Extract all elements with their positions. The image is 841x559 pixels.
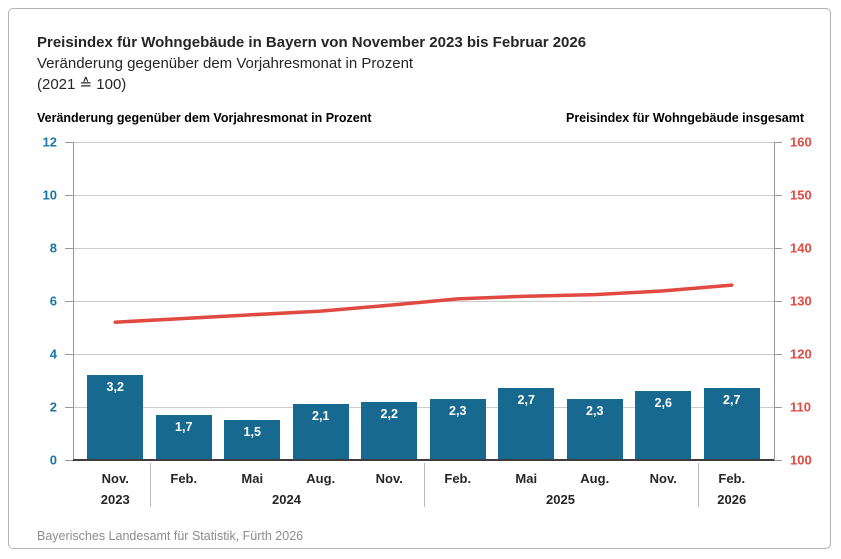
x-axis-month-label: Feb. [170,471,198,486]
bar-value-label: 2,1 [312,409,330,424]
bar [292,404,349,460]
header-block: Preisindex für Wohngebäude in Bayern von… [37,32,586,95]
bar-value-label: 2,3 [586,404,604,419]
base-note: (2021 ≙ 100) [37,76,127,93]
page-title: Preisindex für Wohngebäude in Bayern von… [37,34,587,51]
bar [566,399,623,460]
bar-value-label: 2,7 [723,393,741,408]
x-axis-month-label: Aug. [306,471,336,486]
x-axis-month-label: Feb. [718,471,746,486]
left-axis-line [73,142,74,460]
gridline [73,248,774,249]
right-axis-tick-label: 120 [790,346,812,362]
bar-value-label: 2,3 [449,404,467,419]
bar-value-label: 1,7 [175,419,193,434]
bar-value-label: 2,7 [517,393,535,408]
gridline [73,301,774,302]
bar [155,414,212,460]
left-axis-tick [65,248,73,249]
year-separator [149,463,151,507]
year-separator [697,463,699,507]
bar [87,375,144,460]
gridline [73,142,774,143]
left-axis-tick [65,407,73,408]
x-axis-line [73,459,774,461]
right-axis-tick [774,195,782,196]
price-index-line [113,283,734,324]
bar-value-label: 3,2 [106,380,124,395]
x-axis-year-label: 2025 [546,492,575,507]
left-axis-tick [65,460,73,461]
x-axis-year-label: 2026 [717,492,747,507]
page-subtitle: Veränderung gegenüber dem Vorjahresmonat… [37,55,414,72]
bar-value-label: 1,5 [243,425,261,440]
x-axis-month-label: Aug. [580,471,610,486]
left-axis-tick [65,195,73,196]
x-axis-month-label: Nov. [375,471,403,486]
left-axis-tick-label: 8 [49,240,57,256]
right-axis-tick [774,301,782,302]
left-axis-tick [65,142,73,143]
left-axis-tick-label: 10 [42,187,57,203]
right-axis-tick-label: 110 [790,399,811,415]
x-axis-year-label: 2023 [100,492,130,507]
left-axis-tick-label: 12 [42,134,57,150]
source-note: Bayerisches Landesamt für Statistik, Für… [37,529,304,543]
chart-card: Preisindex für Wohngebäude in Bayern von… [8,8,831,549]
right-axis-tick [774,248,782,249]
right-axis-tick-label: 160 [790,134,812,150]
gridline [73,407,774,408]
right-axis-title: Preisindex für Wohngebäude insgesamt [565,111,804,125]
gridline [73,195,774,196]
bar [703,388,760,460]
left-axis-tick-label: 6 [49,293,57,309]
right-axis-tick [774,460,782,461]
bar [361,401,418,460]
bar [635,391,692,460]
x-axis-month-label: Mai [241,471,264,486]
bar [429,399,486,460]
left-axis-tick [65,354,73,355]
left-axis-tick-label: 2 [49,399,57,415]
x-axis-month-label: Mai [515,471,538,486]
x-axis-month-label: Nov. [101,471,129,486]
x-axis-year-label: 2024 [272,492,301,507]
bar-value-label: 2,6 [654,396,672,411]
left-axis-tick [65,301,73,302]
gridline [73,354,774,355]
right-axis-tick-label: 150 [790,187,812,203]
right-axis-tick [774,407,782,408]
right-axis-tick-label: 140 [790,240,812,256]
x-axis-month-label: Nov. [649,471,677,486]
left-axis-tick-label: 4 [49,346,57,362]
right-axis-tick [774,354,782,355]
year-separator [423,463,425,507]
bar-value-label: 2,2 [380,406,398,421]
left-axis-tick-label: 0 [49,452,57,468]
right-axis-tick [774,142,782,143]
right-axis-tick-label: 100 [790,452,812,468]
left-axis-title: Veränderung gegenüber dem Vorjahresmonat… [37,111,372,125]
bar [498,388,555,460]
x-axis-month-label: Feb. [444,471,472,486]
right-axis-tick-label: 130 [790,293,812,309]
bar [224,420,281,460]
